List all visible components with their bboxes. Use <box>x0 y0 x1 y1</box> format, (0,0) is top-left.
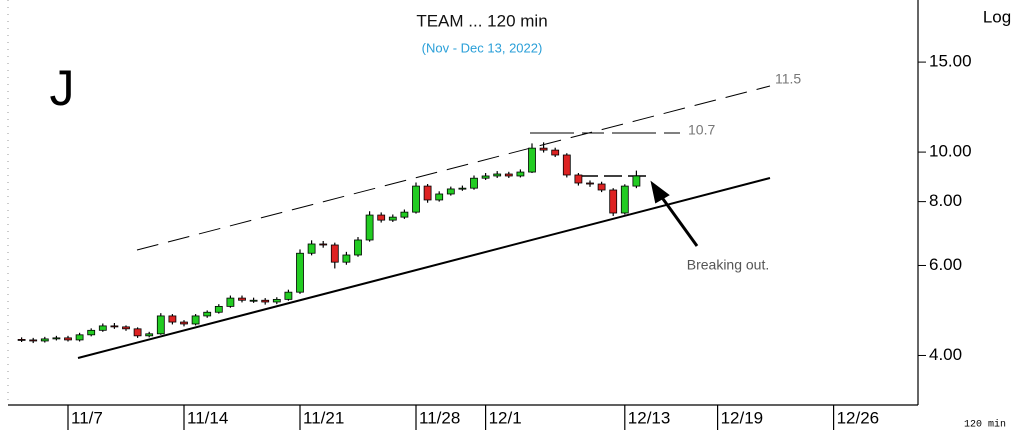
candle-body <box>481 175 490 179</box>
candle-body <box>284 291 293 300</box>
candle-body <box>29 339 38 342</box>
y-tick-label: 4.00 <box>929 345 962 364</box>
candle-body <box>307 243 316 254</box>
x-tick-label: 12/13 <box>628 408 671 427</box>
candle-body <box>562 154 571 176</box>
candle-body <box>296 252 304 293</box>
y-tick-label: 8.00 <box>929 191 962 210</box>
candle-body <box>400 211 409 218</box>
candle-body <box>516 171 525 177</box>
x-tick-label: 11/21 <box>303 408 344 427</box>
x-tick-label: 11/7 <box>71 408 103 427</box>
candle-body <box>261 299 270 303</box>
candle-body <box>597 183 606 191</box>
candle-body <box>17 339 26 341</box>
candle-body <box>87 329 96 336</box>
candle-body <box>470 177 478 189</box>
candle-body <box>191 315 200 325</box>
x-tick-label: 12/26 <box>837 408 880 427</box>
y-tick-label: 10.00 <box>929 142 972 161</box>
candle-body <box>388 216 397 221</box>
candle-body <box>435 193 444 201</box>
candle-body <box>609 189 618 214</box>
chart-title: TEAM ... 120 min <box>416 11 547 30</box>
candle-body <box>156 315 165 335</box>
candle-body <box>446 188 455 195</box>
candle-body <box>168 315 177 323</box>
resistance-label: 10.7 <box>688 122 715 138</box>
candle-body <box>203 311 212 317</box>
candle-body <box>528 147 536 173</box>
candle-body <box>377 214 386 221</box>
upper-channel-line <box>136 85 771 251</box>
candle-body <box>620 185 629 214</box>
candle-body <box>354 239 362 256</box>
candle-body <box>458 187 467 190</box>
candle-body <box>365 214 374 241</box>
candle-body <box>342 254 351 263</box>
y-tick-label: 6.00 <box>929 255 962 274</box>
arrow-head <box>650 180 670 204</box>
scale-label: Log <box>983 7 1011 26</box>
chart-subtitle: (Nov - Dec 13, 2022) <box>422 40 543 55</box>
candle-body <box>574 174 583 184</box>
y-tick-label: 15.00 <box>929 52 972 71</box>
candle-body <box>330 244 339 263</box>
candle-body <box>586 182 594 185</box>
candle-body <box>632 175 641 187</box>
candle-body <box>412 185 420 213</box>
candle-body <box>493 173 502 177</box>
candle-body <box>272 298 281 303</box>
candle-body <box>551 149 560 156</box>
candle-body <box>214 305 223 313</box>
candle-body <box>226 297 235 307</box>
annotation-note: Breaking out. <box>687 257 770 273</box>
candle-body <box>238 297 246 301</box>
support-trendline <box>77 177 771 359</box>
candle-body <box>180 321 188 325</box>
candle-body <box>98 325 107 331</box>
candle-body <box>40 338 49 342</box>
candle-body <box>110 325 119 328</box>
x-tick-label: 11/28 <box>419 408 460 427</box>
candle-body <box>423 185 432 201</box>
footer: 120 min <box>964 419 1006 430</box>
candle-body <box>122 326 130 330</box>
arrow-shaft <box>656 191 699 247</box>
candle-body <box>64 337 72 341</box>
candle-body <box>75 334 84 341</box>
candle-body <box>504 173 513 177</box>
upper-channel-label: 11.5 <box>775 71 801 87</box>
x-tick-label: 12/19 <box>721 408 764 427</box>
x-tick-label: 11/14 <box>187 408 228 427</box>
candle-body <box>539 147 548 151</box>
candle-body <box>133 328 142 337</box>
candle-body <box>249 299 258 302</box>
corner-label: J <box>50 60 75 116</box>
x-tick-label: 12/1 <box>489 408 522 427</box>
candle-body <box>319 243 328 246</box>
candle-body <box>145 333 154 337</box>
candle-body <box>52 337 61 340</box>
